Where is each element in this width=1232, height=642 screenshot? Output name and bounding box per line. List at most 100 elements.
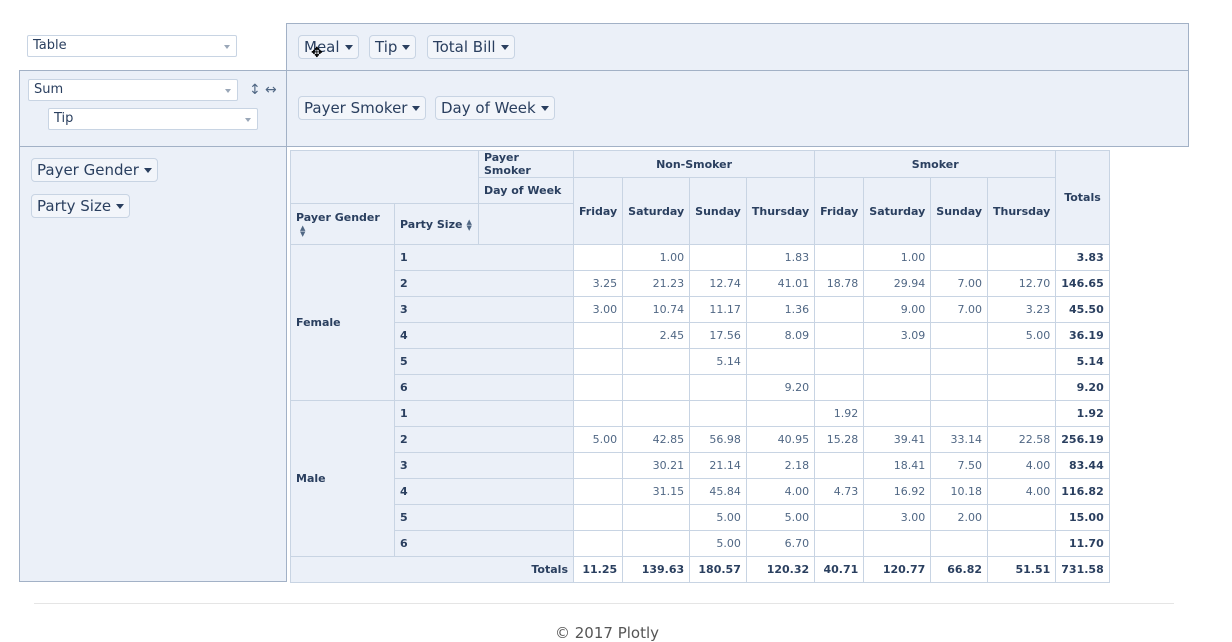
value-cell: 3.23 (986, 296, 1057, 323)
value-cell: 1.00 (622, 244, 691, 271)
day-header: Friday (572, 177, 624, 245)
caret-down-icon[interactable] (143, 168, 152, 173)
value-cell: 7.00 (930, 296, 988, 323)
attr-pill-party-size[interactable]: Party Size (31, 194, 131, 218)
chevron-down-icon (245, 118, 251, 122)
renderer-select-value: Table (33, 38, 67, 53)
row-header-party-size: 1 (394, 244, 574, 271)
caret-down-icon[interactable] (116, 204, 125, 209)
value-cell (572, 452, 624, 479)
col-total-cell: 139.63 (622, 556, 691, 583)
value-cell (689, 400, 747, 427)
value-cell: 11.17 (689, 296, 747, 323)
col-header-non-smoker: Non-Smoker (572, 150, 816, 178)
row-header-party-size: 3 (394, 296, 574, 323)
pivot-corner (290, 150, 479, 204)
value-cell: 3.00 (572, 296, 624, 323)
value-cell: 39.41 (863, 426, 932, 453)
value-cell (930, 244, 988, 271)
value-cell: 15.28 (814, 426, 865, 453)
caret-down-icon[interactable] (540, 106, 549, 111)
attr-pill-tip[interactable]: Tip (369, 35, 417, 59)
row-header-party-size: 4 (394, 322, 574, 349)
day-header: Friday (814, 177, 865, 245)
aggregator-attribute-select[interactable]: Tip (48, 108, 258, 130)
value-cell (622, 504, 691, 531)
value-cell: 5.14 (689, 348, 747, 375)
table-row: 3 30.21 21.14 2.18 18.41 7.50 4.00 83.44 (291, 452, 1110, 479)
table-row: 4 31.15 45.84 4.00 4.73 16.92 10.18 4.00 116.82 (291, 478, 1110, 505)
value-cell (572, 348, 624, 375)
attr-pill-label: Payer Gender (37, 161, 139, 179)
value-cell (930, 530, 988, 557)
value-cell (814, 530, 865, 557)
attr-pill-label: Payer Smoker (304, 99, 408, 117)
value-cell: 41.01 (745, 270, 816, 297)
value-cell: 1.83 (745, 244, 816, 271)
sort-arrows-icon[interactable]: ▲ ▼ (466, 217, 472, 232)
aggregator-select[interactable]: Sum (28, 79, 238, 101)
value-cell: 3.00 (863, 504, 932, 531)
caret-down-icon[interactable] (500, 45, 509, 50)
value-cell (814, 296, 865, 323)
value-cell: 4.00 (745, 478, 816, 505)
renderer-select[interactable]: Table (27, 35, 237, 57)
value-cell: 8.09 (745, 322, 816, 349)
sort-arrows-icon[interactable]: ▲ ▼ (300, 224, 306, 238)
attr-pill-payer-smoker[interactable]: Payer Smoker (298, 96, 427, 120)
value-cell: 5.00 (745, 504, 816, 531)
value-cell (814, 348, 865, 375)
row-header-party-size: 5 (394, 348, 574, 375)
row-attr-header-party-size[interactable]: Party Size ▲ ▼ (394, 203, 479, 245)
value-cell (930, 348, 988, 375)
sort-vertical-icon[interactable]: ↕ (249, 82, 261, 98)
sort-horizontal-icon[interactable]: ↔ (265, 82, 277, 98)
value-cell: 6.70 (745, 530, 816, 557)
row-header-party-size: 5 (394, 504, 574, 531)
value-cell (572, 400, 624, 427)
attr-pill-total-bill[interactable]: Total Bill (427, 35, 515, 59)
table-row: 5 5.14 5.14 (291, 348, 1110, 375)
col-total-cell: 51.51 (986, 556, 1057, 583)
row-attr-header-payer-gender[interactable]: Payer Gender▲ ▼ (290, 203, 395, 245)
row-total-cell: 5.14 (1055, 348, 1110, 375)
table-row: 3 3.00 10.74 11.17 1.36 9.00 7.00 3.23 45.50 (291, 296, 1110, 323)
value-cell (745, 400, 816, 427)
pivot-body: Female 1 1.00 1.83 1.00 3.83 2 3.25 21.23 12.74 41… (290, 244, 1110, 557)
value-cell: 5.00 (986, 322, 1057, 349)
attr-pill-label: Meal (304, 38, 340, 56)
value-cell (863, 400, 932, 427)
caret-down-icon[interactable] (402, 45, 411, 50)
value-cell (572, 374, 624, 401)
row-header-party-size: 6 (394, 530, 574, 557)
attr-pill-day-of-week[interactable]: Day of Week (435, 96, 555, 120)
value-cell (689, 244, 747, 271)
table-row: 6 9.20 9.20 (291, 374, 1110, 401)
value-cell: 1.36 (745, 296, 816, 323)
value-cell (745, 348, 816, 375)
value-cell (814, 322, 865, 349)
row-total-cell: 11.70 (1055, 530, 1110, 557)
value-cell: 16.92 (863, 478, 932, 505)
row-header-party-size: 3 (394, 452, 574, 479)
col-total-cell: 180.57 (689, 556, 747, 583)
value-cell (572, 530, 624, 557)
col-attr-label: Payer Smoker (478, 150, 574, 178)
attr-pill-label: Party Size (37, 197, 112, 215)
col-header-totals: Totals (1055, 150, 1110, 245)
value-cell: 1.00 (863, 244, 932, 271)
col-total-cell: 40.71 (814, 556, 865, 583)
attr-pill-meal[interactable]: Meal (298, 35, 359, 59)
attr-pill-payer-gender[interactable]: Payer Gender (31, 158, 158, 182)
aggregator-attribute-value: Tip (54, 111, 74, 126)
caret-down-icon[interactable] (412, 106, 421, 111)
value-cell: 7.50 (930, 452, 988, 479)
table-row: 4 2.45 17.56 8.09 3.09 5.00 36.19 (291, 322, 1110, 349)
caret-down-icon[interactable] (344, 45, 353, 50)
row-attr-label: Payer Gender (296, 211, 380, 224)
value-cell (863, 530, 932, 557)
value-cell (986, 504, 1057, 531)
day-header: Saturday (863, 177, 932, 245)
col-attr-label: Day of Week (478, 177, 574, 204)
value-cell: 10.74 (622, 296, 691, 323)
